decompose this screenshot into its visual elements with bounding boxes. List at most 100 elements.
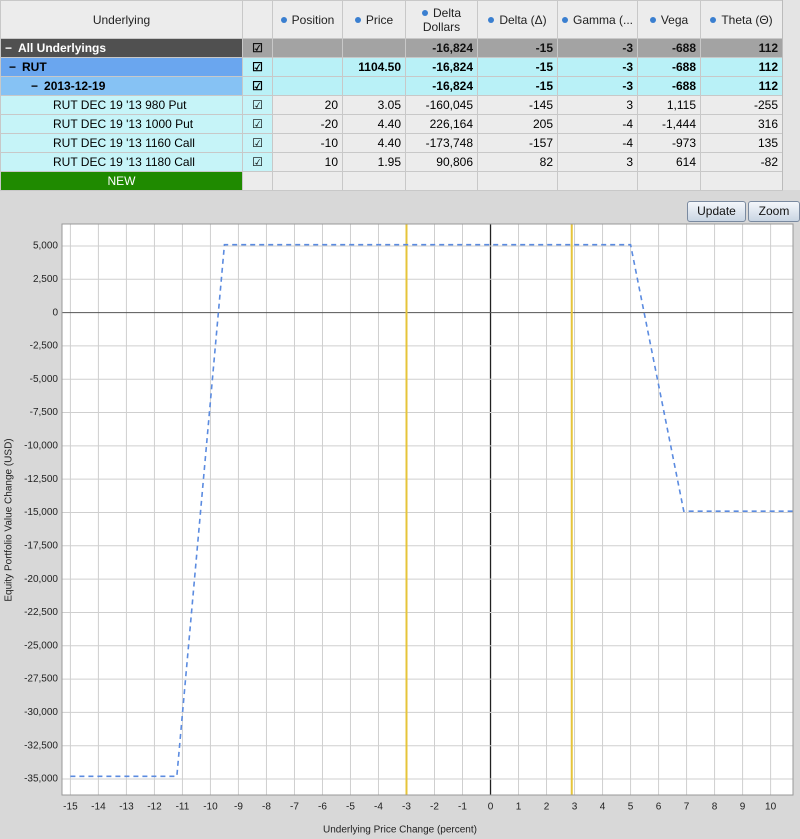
column-header: Delta Dollars [405,0,478,39]
table-cell: 3 [557,95,638,115]
row-label-text[interactable]: RUT DEC 19 '13 980 Put [53,98,187,112]
y-tick-label: -22,500 [24,607,58,618]
zoom-button[interactable]: Zoom [748,201,800,222]
cell-text: 3 [626,155,633,169]
x-tick-label: 3 [572,802,578,813]
y-tick-label: -10,000 [24,441,58,452]
sort-dot [354,17,361,24]
cell-text: -82 [760,155,778,169]
table-cell: 82 [477,152,558,172]
checkbox-cell: ☑ [242,95,273,115]
x-tick-label: -12 [147,802,162,813]
cell-text: 1104.50 [358,60,401,74]
table-cell: 316 [700,114,783,134]
cell-text: -688 [671,60,696,74]
x-tick-label: 4 [600,802,606,813]
cell-text: 316 [757,117,778,131]
row-label: − All Underlyings [0,38,243,58]
cell-text: -973 [671,136,696,150]
x-tick-label: -15 [63,802,78,813]
row-label-text[interactable]: NEW [107,174,136,188]
checkbox-cell: ☑ [242,133,273,153]
y-tick-label: -30,000 [24,707,58,718]
table-cell: -16,824 [405,38,478,58]
cell-text: -15 [535,41,553,55]
y-tick-label: -12,500 [24,474,58,485]
y-tick-label: -17,500 [24,540,58,551]
cell-text: 112 [758,79,778,93]
x-tick-label: 8 [712,802,718,813]
row-label-text[interactable]: RUT DEC 19 '13 1180 Call [53,155,195,169]
checkbox[interactable]: ☑ [252,60,263,74]
table-cell [272,76,343,96]
positions-table: Underlying Position Price Delta Dollars Delt… [0,0,783,191]
cell-text: 20 [324,98,338,112]
y-tick-label: -5,000 [30,374,59,385]
row-label: − RUT [0,57,243,77]
checkbox[interactable]: ☑ [252,136,263,150]
table-cell: -688 [637,38,701,58]
table-cell [272,38,343,58]
column-header: Gamma (... [557,0,638,39]
scrollbar[interactable] [782,0,800,190]
checkbox[interactable]: ☑ [252,155,263,169]
checkbox[interactable]: ☑ [252,41,263,55]
y-tick-label: -32,500 [24,740,58,751]
cell-text: -160,045 [425,98,473,112]
checkbox[interactable]: ☑ [252,98,263,112]
cell-text: -4 [622,136,633,150]
table-cell: 3 [557,152,638,172]
table-cell: 112 [700,38,783,58]
row-label-text[interactable]: All Underlyings [18,41,107,55]
x-tick-label: -7 [290,802,299,813]
y-tick-label: -25,000 [24,640,58,651]
x-tick-label: -4 [374,802,383,813]
row-label: RUT DEC 19 '13 1160 Call [0,133,243,153]
cell-text: -20 [320,117,338,131]
column-header [242,0,273,39]
table-cell: 135 [700,133,783,153]
y-tick-label: 2,500 [33,274,58,285]
cell-text: 205 [532,117,553,131]
cell-text: -16,824 [432,60,473,74]
column-header-text: Delta (Δ) [499,12,547,27]
row-label-text[interactable]: RUT DEC 19 '13 1160 Call [53,136,195,150]
checkbox[interactable]: ☑ [252,117,263,131]
y-tick-label: -35,000 [24,774,58,785]
table-cell [700,171,783,191]
table-cell: -688 [637,76,701,96]
table-cell: 3.05 [342,95,406,115]
y-tick-label: 0 [52,307,58,318]
row-label-text[interactable]: RUT DEC 19 '13 1000 Put [53,117,194,131]
table-row: RUT DEC 19 '13 1000 Put ☑ -20 4.40 226,164 20… [0,114,783,134]
table-cell: -3 [557,38,638,58]
table-cell [405,171,478,191]
x-tick-label: -13 [119,802,134,813]
row-label: RUT DEC 19 '13 1180 Call [0,152,243,172]
row-label-text[interactable]: RUT [22,60,47,74]
x-axis-title: Underlying Price Change (percent) [323,825,477,836]
cell-text: 10 [324,155,338,169]
checkbox[interactable]: ☑ [252,79,263,93]
cell-text: -16,824 [432,41,473,55]
x-tick-label: -9 [234,802,243,813]
cell-text: -1,444 [661,117,696,131]
x-tick-label: 7 [684,802,690,813]
cell-text: 82 [539,155,553,169]
table-cell: -173,748 [405,133,478,153]
x-tick-label: 1 [516,802,522,813]
table-cell: -973 [637,133,701,153]
table-cell: -16,824 [405,76,478,96]
x-tick-label: 10 [765,802,777,813]
table-cell: 1.95 [342,152,406,172]
y-tick-label: -27,500 [24,674,58,685]
x-tick-label: 9 [740,802,746,813]
cell-text: 90,806 [436,155,473,169]
update-button[interactable]: Update [687,201,746,222]
cell-text: -15 [535,79,553,93]
row-label-text[interactable]: 2013-12-19 [44,79,106,93]
table-cell: 112 [700,76,783,96]
column-header-text: Delta Dollars [422,5,461,34]
table-cell [272,57,343,77]
